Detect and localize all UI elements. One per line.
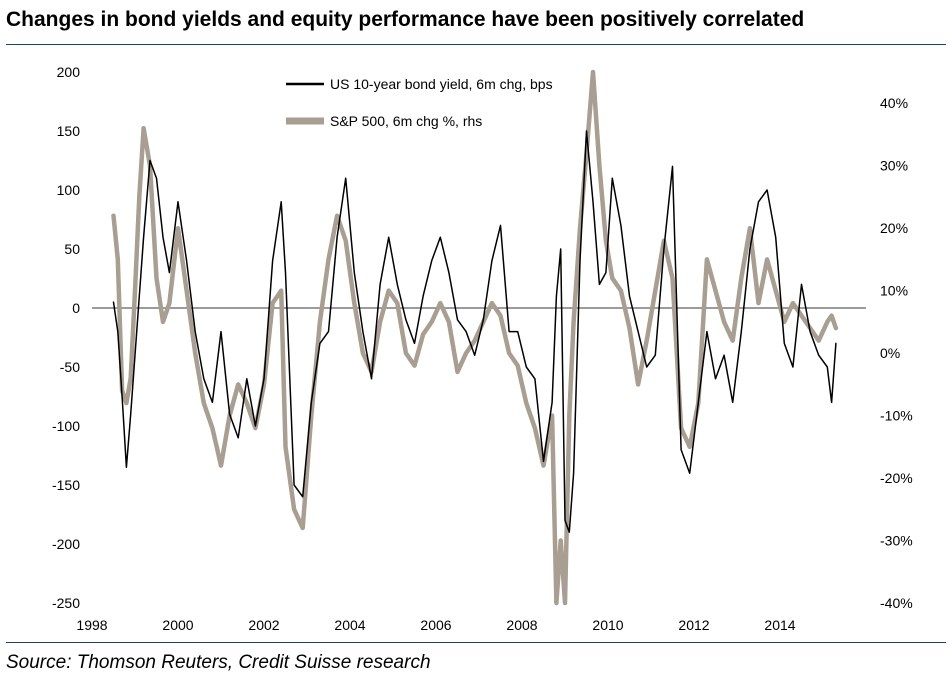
- x-tick-label: 2010: [592, 617, 623, 633]
- y-left-tick-label: 100: [57, 182, 81, 198]
- x-tick-label: 2012: [678, 617, 709, 633]
- x-tick-label: 1998: [76, 617, 107, 633]
- y-right-tick-label: -10%: [880, 408, 913, 424]
- y-left-tick-label: 50: [64, 241, 80, 257]
- y-left-tick-label: -150: [52, 477, 80, 493]
- legend-label-bond: US 10-year bond yield, 6m chg, bps: [330, 76, 553, 92]
- source-note: Source: Thomson Reuters, Credit Suisse r…: [6, 652, 431, 673]
- y-left-tick-label: 200: [57, 64, 81, 80]
- x-tick-label: 2000: [162, 617, 193, 633]
- chart-title: Changes in bond yields and equity perfor…: [6, 8, 805, 31]
- legend-label-spx: S&P 500, 6m chg %, rhs: [330, 113, 482, 129]
- chart-area: 200 150 100 50 0 -50 -100 -150 -200 -250 40% 30% 20%…: [52, 64, 913, 633]
- y-right-tick-label: 20%: [880, 220, 908, 236]
- legend: US 10-year bond yield, 6m chg, bps S&P 5…: [286, 76, 553, 129]
- y-right-tick-label: 10%: [880, 283, 908, 299]
- series-line-spx: [111, 69, 839, 606]
- x-tick-label: 2014: [764, 617, 795, 633]
- y-left-tick-label: -200: [52, 536, 80, 552]
- series-line-bond: [112, 130, 837, 533]
- y-right-tick-label: -40%: [880, 595, 913, 611]
- y-left-tick-label: 0: [72, 300, 80, 316]
- y-left-tick-label: -50: [60, 359, 80, 375]
- x-tick-label: 2002: [248, 617, 279, 633]
- x-tick-label: 2006: [420, 617, 451, 633]
- x-tick-label: 2008: [506, 617, 537, 633]
- x-tick-label: 2004: [334, 617, 365, 633]
- y-right-tick-label: 30%: [880, 158, 908, 174]
- y-right-tick-label: -20%: [880, 470, 913, 486]
- y-left-tick-label: -100: [52, 418, 80, 434]
- y-right-tick-label: 40%: [880, 95, 908, 111]
- footer-rule: [6, 642, 946, 643]
- y-right-tick-label: 0%: [880, 345, 900, 361]
- y-right-tick-label: -30%: [880, 533, 913, 549]
- y-left-tick-label: -250: [52, 595, 80, 611]
- title-rule: [6, 44, 946, 45]
- y-left-tick-label: 150: [57, 123, 81, 139]
